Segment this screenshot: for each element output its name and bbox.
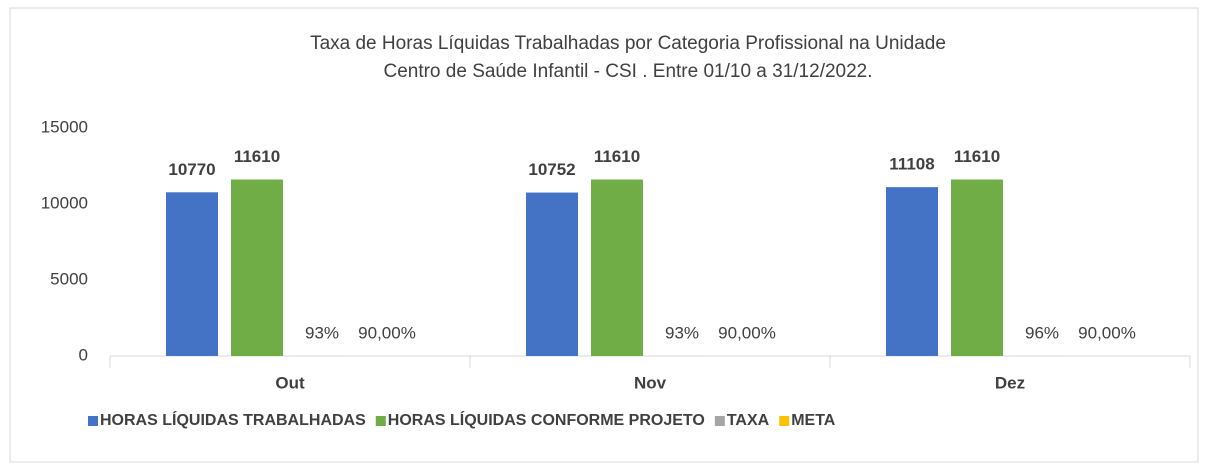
data-label: 10770 <box>168 160 215 179</box>
x-tick-label: Out <box>275 373 305 392</box>
legend-label: META <box>791 412 836 429</box>
bar <box>166 192 218 356</box>
bar <box>526 192 578 356</box>
bar <box>951 179 1003 356</box>
data-label: 11610 <box>234 147 280 166</box>
legend-swatch <box>779 416 790 426</box>
data-label: 93% <box>305 323 339 342</box>
data-label: 11610 <box>594 147 640 166</box>
legend-swatch <box>714 416 725 426</box>
data-label: 93% <box>665 323 699 342</box>
y-tick-label: 10000 <box>41 193 88 212</box>
data-label: 11610 <box>954 147 1000 166</box>
data-label: 96% <box>1025 323 1059 342</box>
data-label: 10752 <box>528 160 575 179</box>
chart-title: Taxa de Horas Líquidas Trabalhadas por C… <box>310 33 946 54</box>
x-tick-label: Nov <box>634 373 667 392</box>
y-tick-label: 0 <box>79 345 88 364</box>
data-label: 90,00% <box>718 323 776 342</box>
bar <box>231 179 283 356</box>
chart-title: Centro de Saúde Infantil - CSI . Entre 0… <box>383 61 872 82</box>
bar <box>591 179 643 356</box>
data-label: 90,00% <box>1078 323 1136 342</box>
legend-label: HORAS LÍQUIDAS TRABALHADAS <box>100 410 366 429</box>
y-tick-label: 15000 <box>41 117 88 136</box>
bar <box>886 187 938 356</box>
legend-label: TAXA <box>727 412 770 429</box>
data-label: 90,00% <box>358 323 416 342</box>
data-label: 11108 <box>889 155 934 174</box>
legend-swatch <box>375 416 386 426</box>
x-tick-label: Dez <box>995 373 1025 392</box>
legend-label: HORAS LÍQUIDAS CONFORME PROJETO <box>388 410 705 429</box>
legend-swatch <box>88 416 98 426</box>
y-tick-label: 5000 <box>50 269 88 288</box>
